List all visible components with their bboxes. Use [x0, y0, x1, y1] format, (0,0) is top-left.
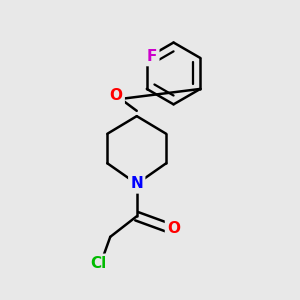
Text: O: O [110, 88, 123, 103]
Text: Cl: Cl [90, 256, 106, 271]
Text: F: F [147, 49, 157, 64]
Text: O: O [167, 220, 180, 236]
Text: N: N [130, 176, 143, 191]
